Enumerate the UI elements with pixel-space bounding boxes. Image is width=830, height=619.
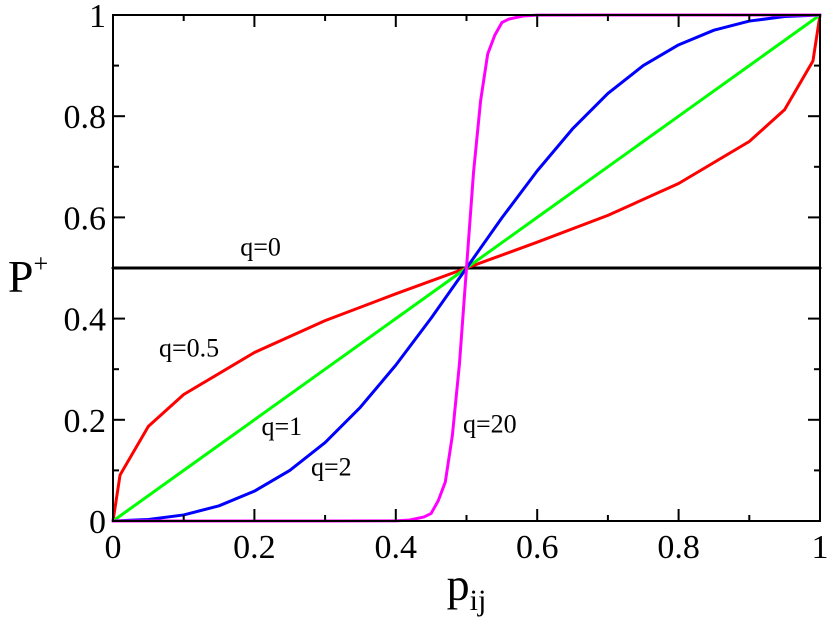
x-tick-label: 1 <box>812 529 829 566</box>
y-tick-label: 1 <box>89 0 106 35</box>
series-line-q20 <box>111 13 822 523</box>
x-axis-label-sub: ij <box>470 584 487 617</box>
y-tick-label: 0 <box>89 504 106 541</box>
y-tick-label: 0.2 <box>64 403 107 440</box>
y-axis-label: P+ <box>8 249 48 302</box>
annotations-layer: q=0 q=0.5 q=1 q=2 q=20 <box>159 232 517 481</box>
series-layer <box>111 13 822 523</box>
y-tick-label: 0.8 <box>64 99 107 136</box>
ticks-layer: 0 0.2 0.4 0.6 0.8 1 0 0.2 0.4 0.6 0.8 1 <box>64 0 829 566</box>
y-axis-label-sup: + <box>33 249 48 278</box>
x-tick-label: 0.8 <box>657 529 700 566</box>
x-axis-label-main: p <box>447 559 470 610</box>
y-tick-label: 0.6 <box>64 200 107 237</box>
x-tick-label: 0.6 <box>516 529 559 566</box>
x-tick-label: 0 <box>105 529 122 566</box>
x-axis-label: pij <box>447 559 487 617</box>
x-tick-label: 0.4 <box>375 529 418 566</box>
y-tick-label: 0.4 <box>64 302 107 339</box>
x-tick-label: 0.2 <box>233 529 276 566</box>
curve-annotation: q=1 <box>261 412 302 441</box>
curve-annotation: q=0.5 <box>159 334 219 363</box>
curve-annotation: q=20 <box>463 409 517 438</box>
y-axis-label-main: P <box>8 251 34 302</box>
curve-annotation: q=0 <box>240 232 281 261</box>
curve-annotation: q=2 <box>311 452 352 481</box>
